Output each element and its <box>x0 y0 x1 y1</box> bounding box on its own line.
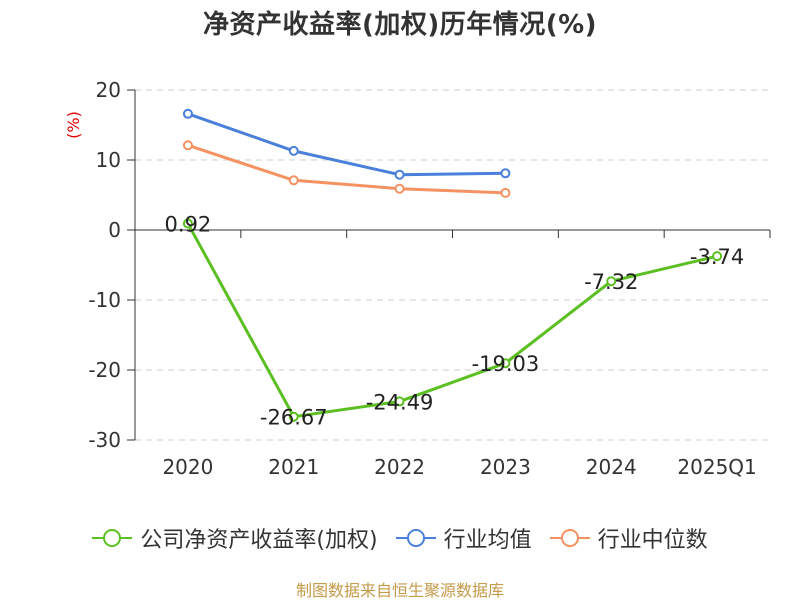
y-tick-label: -10 <box>88 288 121 312</box>
series-line-1 <box>187 112 506 177</box>
data-point <box>394 183 405 194</box>
legend-marker-company <box>92 529 133 547</box>
legend-marker-industry-mean <box>395 529 436 547</box>
source-text: 制图数据来自恒生聚源数据库 <box>295 581 504 600</box>
data-point <box>394 169 405 180</box>
data-label: -7.32 <box>584 270 638 294</box>
data-point <box>394 396 405 407</box>
data-point <box>606 276 617 287</box>
data-point <box>712 251 723 262</box>
data-point <box>500 168 511 179</box>
x-tick-label: 2021 <box>268 455 319 479</box>
data-point <box>500 358 511 369</box>
data-point <box>288 411 299 422</box>
legend-item-company[interactable]: 公司净资产收益率(加权) <box>92 522 378 554</box>
data-label: -24.49 <box>366 390 434 414</box>
data-label: 0.92 <box>165 213 212 237</box>
data-label: -19.03 <box>472 352 540 376</box>
x-tick-label: 2024 <box>586 455 637 479</box>
legend-marker-industry-median <box>549 529 590 547</box>
legend-label-industry-mean: 行业均值 <box>443 528 532 553</box>
data-point <box>500 187 511 198</box>
y-tick-label: 10 <box>96 148 121 172</box>
x-tick-label: 2020 <box>162 455 213 479</box>
x-tick-label: 2025Q1 <box>677 455 756 479</box>
data-point <box>182 140 193 151</box>
data-point <box>288 175 299 186</box>
chart-title: 净资产收益率(加权)历年情况(%) <box>202 10 598 40</box>
y-tick-label: -20 <box>88 358 121 382</box>
legend-label-industry-median: 行业中位数 <box>597 528 708 553</box>
legend-item-industry-mean[interactable]: 行业均值 <box>395 522 532 554</box>
series-line-0 <box>186 222 718 419</box>
legend: 公司净资产收益率(加权) 行业均值 行业中位数 <box>0 520 800 556</box>
legend-label-company: 公司净资产收益率(加权) <box>140 528 378 553</box>
data-point <box>288 145 299 156</box>
y-tick-label: 0 <box>108 218 121 242</box>
x-tick-label: 2022 <box>374 455 425 479</box>
y-tick-label: -30 <box>88 428 121 452</box>
series-line-2 <box>187 143 506 195</box>
y-tick-label: 20 <box>96 78 121 102</box>
data-point <box>182 218 193 229</box>
data-point <box>182 108 193 119</box>
y-axis-label: (%) <box>64 111 83 139</box>
x-tick-label: 2023 <box>480 455 531 479</box>
legend-item-industry-median[interactable]: 行业中位数 <box>549 522 708 554</box>
data-label: -26.67 <box>260 406 328 430</box>
data-label: -3.74 <box>690 245 744 269</box>
